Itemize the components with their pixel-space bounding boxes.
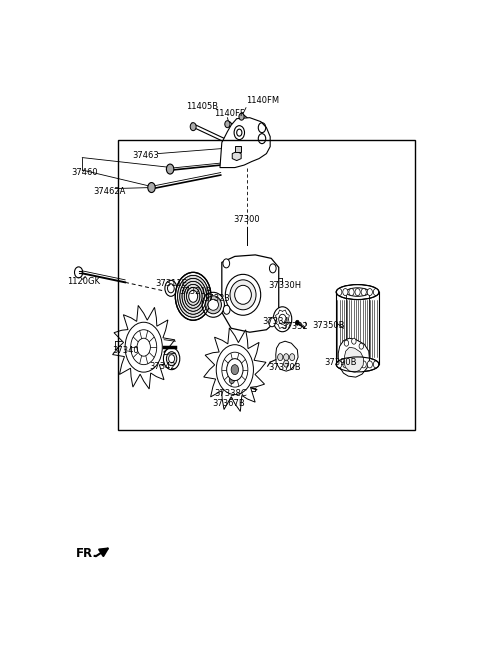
Circle shape (186, 286, 201, 307)
Circle shape (167, 352, 177, 365)
Circle shape (284, 360, 289, 367)
Polygon shape (276, 341, 298, 371)
Polygon shape (113, 305, 175, 389)
Ellipse shape (205, 295, 221, 314)
Text: 37462A: 37462A (94, 187, 126, 196)
Circle shape (343, 361, 348, 368)
Circle shape (227, 359, 243, 380)
Circle shape (223, 259, 229, 268)
Circle shape (179, 277, 207, 316)
Ellipse shape (225, 274, 261, 316)
Circle shape (269, 264, 276, 273)
Text: 37334: 37334 (263, 317, 289, 326)
Circle shape (222, 353, 248, 387)
Ellipse shape (346, 288, 370, 296)
Circle shape (279, 314, 286, 324)
Text: 11405B: 11405B (186, 102, 218, 111)
Text: 37460: 37460 (71, 168, 98, 177)
Circle shape (269, 318, 276, 327)
Text: 37338C: 37338C (215, 389, 247, 398)
Text: 1140FM: 1140FM (246, 96, 279, 105)
Circle shape (239, 113, 244, 120)
Circle shape (229, 376, 234, 384)
Text: 1120GK: 1120GK (67, 277, 100, 286)
Circle shape (234, 126, 244, 139)
Circle shape (344, 340, 348, 346)
Text: 37370B: 37370B (268, 363, 301, 372)
Circle shape (168, 354, 175, 363)
Circle shape (189, 290, 198, 302)
Polygon shape (344, 347, 363, 372)
Bar (235, 146, 241, 152)
Circle shape (361, 361, 366, 368)
Circle shape (223, 305, 230, 314)
Circle shape (225, 121, 230, 128)
Polygon shape (232, 152, 241, 161)
Circle shape (355, 288, 360, 295)
Circle shape (168, 284, 174, 293)
Bar (118, 140, 415, 430)
Circle shape (284, 354, 289, 361)
Circle shape (216, 345, 253, 395)
Circle shape (190, 122, 196, 131)
Text: 1140FF: 1140FF (215, 109, 245, 118)
Circle shape (336, 288, 342, 295)
Circle shape (373, 361, 379, 368)
Circle shape (163, 348, 180, 369)
Text: 37340: 37340 (112, 346, 139, 355)
Ellipse shape (336, 284, 379, 299)
Text: 37323: 37323 (203, 294, 230, 303)
Ellipse shape (336, 357, 379, 372)
Ellipse shape (235, 285, 252, 305)
Text: 37311E: 37311E (155, 279, 187, 288)
Text: 37350B: 37350B (312, 321, 345, 330)
Ellipse shape (230, 280, 256, 310)
Circle shape (355, 361, 360, 368)
Ellipse shape (208, 299, 218, 310)
Circle shape (373, 288, 379, 295)
Circle shape (125, 322, 162, 372)
Ellipse shape (202, 292, 225, 318)
Circle shape (336, 361, 342, 368)
Circle shape (167, 164, 174, 174)
Circle shape (165, 281, 177, 296)
Polygon shape (338, 338, 370, 377)
Circle shape (231, 365, 239, 375)
Circle shape (367, 288, 372, 295)
Circle shape (367, 361, 372, 368)
Circle shape (183, 283, 203, 309)
Circle shape (177, 274, 210, 318)
Text: 37300: 37300 (233, 216, 260, 224)
Text: 37332: 37332 (282, 322, 309, 330)
Text: 37463: 37463 (132, 150, 159, 159)
Circle shape (148, 183, 155, 192)
Circle shape (137, 338, 150, 356)
Circle shape (296, 320, 299, 325)
Circle shape (131, 330, 156, 365)
Circle shape (352, 338, 356, 344)
Circle shape (289, 354, 295, 361)
Text: FR.: FR. (76, 548, 97, 561)
Circle shape (181, 281, 205, 312)
Text: 37367B: 37367B (213, 399, 245, 408)
Circle shape (359, 343, 363, 349)
Circle shape (361, 288, 366, 295)
Text: 37321B: 37321B (179, 287, 212, 296)
Ellipse shape (346, 360, 370, 369)
Circle shape (277, 354, 283, 361)
Polygon shape (220, 118, 270, 168)
Circle shape (343, 288, 348, 295)
Text: 37330H: 37330H (268, 281, 301, 290)
Circle shape (349, 288, 354, 295)
Text: 37390B: 37390B (324, 358, 357, 367)
Polygon shape (222, 255, 279, 332)
Polygon shape (204, 328, 266, 411)
Circle shape (175, 272, 211, 320)
Circle shape (273, 307, 292, 332)
Circle shape (349, 361, 354, 368)
Text: 37342: 37342 (149, 362, 176, 371)
Circle shape (237, 129, 242, 136)
